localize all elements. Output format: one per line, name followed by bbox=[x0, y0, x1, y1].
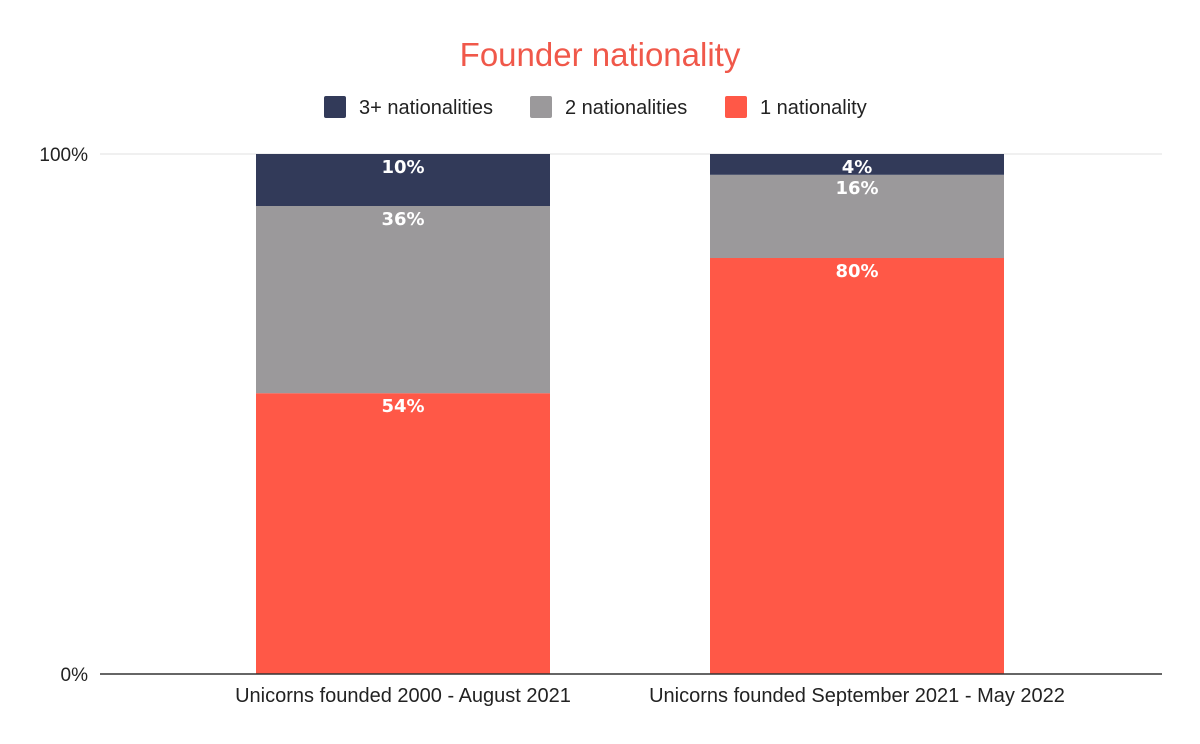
data-label: 4% bbox=[842, 157, 873, 178]
data-label: 54% bbox=[381, 396, 424, 417]
legend-item: 3+ nationalities bbox=[324, 96, 493, 119]
legend-label: 1 nationality bbox=[760, 97, 867, 119]
bar-1-nationality-2 bbox=[710, 258, 1004, 674]
legend-swatch bbox=[324, 96, 346, 118]
legend-label: 3+ nationalities bbox=[359, 97, 493, 119]
data-label: 80% bbox=[835, 261, 878, 282]
bar-3-nationalities-2 bbox=[710, 154, 1004, 175]
data-labels: 54% 36% 10% 80% 16%4% bbox=[381, 157, 878, 417]
x-category-label: Unicorns founded 2000 - August 2021 bbox=[235, 685, 571, 707]
legend-label: 2 nationalities bbox=[565, 97, 687, 119]
data-label: 16% bbox=[835, 178, 878, 199]
y-tick-label: 0% bbox=[61, 665, 89, 686]
bar-3-nationalities-1 bbox=[256, 154, 550, 206]
chart-title: Founder nationality bbox=[460, 36, 741, 73]
data-label: 10% bbox=[381, 157, 424, 178]
x-category-label: Unicorns founded September 2021 - May 20… bbox=[649, 685, 1065, 707]
legend-item: 1 nationality bbox=[725, 96, 867, 119]
bars bbox=[256, 154, 1004, 674]
bar-1-nationality-1 bbox=[256, 393, 550, 674]
y-tick-label: 100% bbox=[39, 145, 88, 166]
legend-swatch bbox=[530, 96, 552, 118]
axes: 0% 100% Unicorns founded 2000 - August 202… bbox=[39, 145, 1162, 707]
legend-item: 2 nationalities bbox=[530, 96, 687, 119]
data-label: 36% bbox=[381, 209, 424, 230]
legend-swatch bbox=[725, 96, 747, 118]
bar-2-nationalities-1 bbox=[256, 206, 550, 394]
legend: 3+ nationalities 2 nationalities 1 nationa… bbox=[324, 96, 867, 119]
bar-2-nationalities-2 bbox=[710, 174, 1004, 258]
